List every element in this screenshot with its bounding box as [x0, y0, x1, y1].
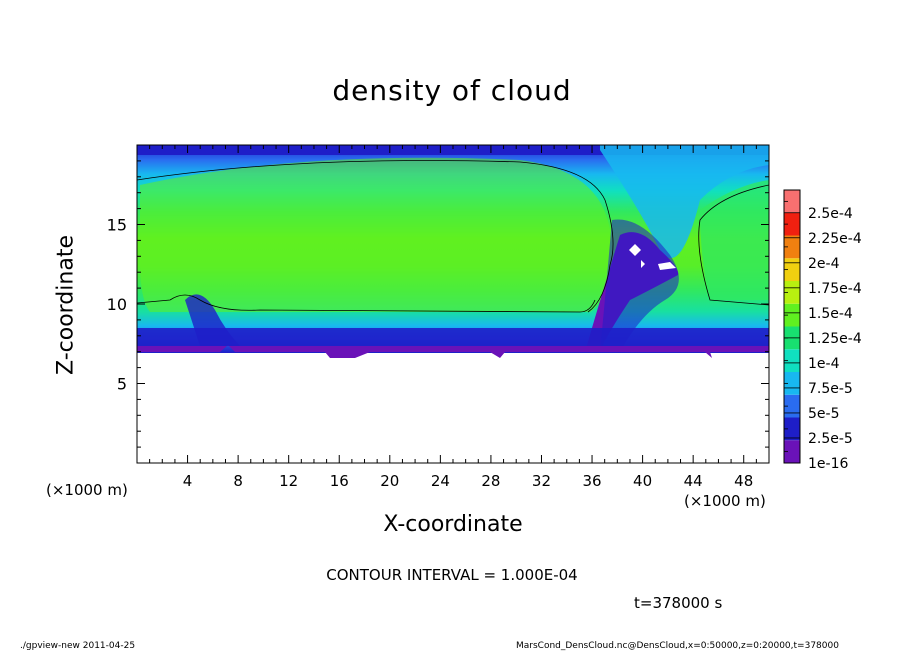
y-tick-label: 15: [107, 216, 127, 235]
contour-line-top: [137, 160, 614, 313]
white-speck-3: [641, 260, 645, 268]
colorbar-segment: [784, 190, 800, 213]
x-tick-label: 36: [582, 472, 601, 490]
plume-gap: [600, 145, 769, 259]
colorbar-segment: [784, 235, 800, 259]
x-tick-label: 20: [380, 472, 399, 490]
top-dark-strip: [137, 145, 769, 155]
y-axis-unit: (×1000 m): [46, 481, 128, 499]
colorbar-label: 1e-16: [808, 456, 848, 472]
y-tick-label: 5: [117, 375, 127, 394]
footer-left-text: ./gpview-new 2011-04-25: [20, 641, 136, 651]
colorbar-label: 2.5e-5: [808, 431, 853, 447]
colorbar-segment: [784, 303, 800, 327]
blue-bump: [185, 294, 240, 346]
x-tick-label: 44: [684, 472, 703, 490]
colorbar-segment: [784, 281, 800, 304]
colorbar-label: 1.5e-4: [808, 306, 853, 322]
colorbar-label: 1e-4: [808, 356, 840, 372]
contour-line-bottom: [137, 294, 596, 313]
colorbar-segment: [784, 258, 800, 281]
x-axis-unit: (×1000 m): [684, 492, 766, 510]
plume-blue: [600, 219, 679, 352]
colorbar-segment: [784, 440, 800, 463]
x-axis-label: X-coordinate: [383, 512, 523, 537]
colorbar-segment: [784, 417, 800, 441]
contour-line-right: [698, 184, 769, 306]
y-tick-label: 10: [107, 295, 127, 314]
bottom-blue-rim: [137, 328, 769, 346]
colorbar-segment: [784, 349, 800, 372]
x-tick-label: 48: [734, 472, 753, 490]
footer-right-text: MarsCond_DensCloud.nc@DensCloud,x=0:5000…: [516, 641, 839, 651]
bottom-purple-strip: [137, 345, 769, 358]
chart-title: density of cloud: [332, 74, 572, 107]
inner-cloud-core: [140, 157, 611, 312]
colorbar-label: 2e-4: [808, 256, 840, 272]
x-tick-label: 24: [431, 472, 450, 490]
white-speck-1: [629, 244, 641, 256]
x-tick-label: 40: [633, 472, 652, 490]
time-label: t=378000 s: [634, 594, 723, 612]
colorbar-label: 2.25e-4: [808, 231, 862, 247]
y-axis: 5 10 15: [107, 144, 769, 464]
empty-region: [137, 352, 769, 463]
x-tick-label: 8: [233, 472, 243, 490]
white-speck-2: [658, 262, 676, 270]
colorbar-label: 7.5e-5: [808, 381, 853, 397]
colorbar: 1e-16 2.5e-5 5e-5 7.5e-5 1e-4 1.25e-4 1.5e-4 1.…: [783, 189, 862, 472]
colorbar-label: 5e-5: [808, 406, 839, 422]
colorbar-segment: [784, 372, 800, 395]
x-tick-label: 32: [532, 472, 551, 490]
x-axis: 4 8 12 16 20 24 28 32 36 40 44 48: [136, 145, 770, 490]
colorbar-label: 2.5e-4: [808, 206, 853, 222]
x-tick-label: 12: [279, 472, 298, 490]
x-tick-label: 28: [481, 472, 500, 490]
colorbar-label: 1.25e-4: [808, 331, 862, 347]
right-cloud: [700, 180, 769, 300]
colorbar-segment: [784, 212, 800, 236]
colorbar-label: 1.75e-4: [808, 281, 862, 297]
x-tick-label: 16: [330, 472, 349, 490]
x-tick-label: 4: [183, 472, 193, 490]
contour-interval-text: CONTOUR INTERVAL = 1.000E-04: [326, 566, 578, 584]
colorbar-segment: [784, 394, 800, 418]
